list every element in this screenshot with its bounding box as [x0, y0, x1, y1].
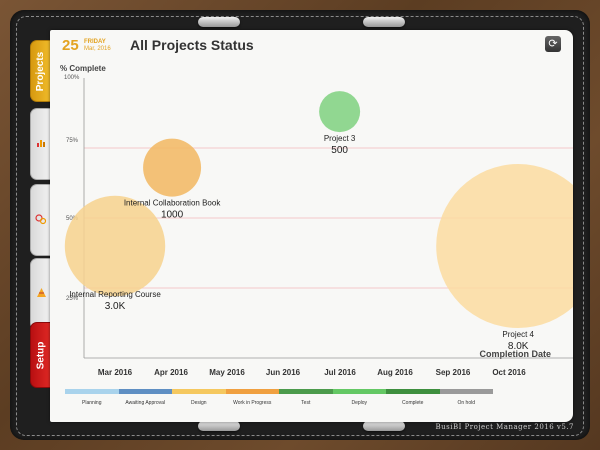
legend-label-3: Design — [190, 400, 207, 406]
bubble-label-1: Internal Reporting Course — [69, 290, 161, 299]
bubble-value-4: 8.0K — [508, 341, 529, 352]
y-tick-75: 75% — [66, 138, 79, 144]
y-axis-label: % Complete — [60, 64, 106, 73]
legend-label-4: Work in Progress — [233, 400, 272, 406]
legend-swatch-3 — [172, 389, 226, 394]
x-axis-label: Completion Date — [479, 349, 551, 359]
binder-ring-bottom-right — [363, 421, 405, 431]
bar-chart-icon — [36, 137, 47, 151]
date-month-year: Mar, 2016 — [84, 46, 111, 52]
legend-swatch-4 — [225, 389, 279, 394]
y-tick-100: 100% — [64, 75, 80, 81]
page-panel: 25 FRIDAY Mar, 2016 All Projects Status … — [50, 30, 573, 422]
page-title: All Projects Status — [130, 37, 254, 53]
bubble-3 — [319, 91, 361, 133]
pyramid-chart-icon — [36, 287, 47, 301]
x-tick-may: May 2016 — [209, 368, 245, 377]
legend-swatch-7 — [386, 389, 440, 394]
bubble-value-1: 3.0K — [105, 301, 126, 312]
y-tick-50: 50% — [66, 216, 79, 222]
bubble-value-3: 500 — [331, 145, 348, 156]
tab-bubble-chart[interactable] — [30, 184, 51, 256]
x-tick-jul: Jul 2016 — [324, 368, 356, 377]
tab-projects[interactable]: Projects — [30, 40, 51, 102]
x-tick-sep: Sep 2016 — [435, 368, 471, 377]
status-legend: Planning Awaiting Approval Design Work in P… — [65, 389, 493, 417]
sync-icon: ⟳ — [548, 38, 558, 50]
legend-swatch-8 — [439, 389, 493, 394]
bubble-2 — [143, 138, 202, 197]
bubble-chart: Internal Reporting Course 3.0K Internal Co… — [64, 78, 573, 359]
date-day-number: 25 — [62, 37, 79, 54]
legend-swatch-1 — [65, 389, 119, 394]
bubble-label-4: Project 4 — [502, 330, 534, 339]
binder-ring-top-right — [363, 17, 405, 27]
legend-label-5: Test — [301, 400, 311, 406]
x-tick-apr: Apr 2016 — [154, 368, 188, 377]
tab-pyramid-chart[interactable] — [30, 258, 51, 330]
tab-setup[interactable]: Setup — [30, 322, 51, 388]
tab-bar-chart[interactable] — [30, 108, 51, 180]
bubble-chart-icon — [35, 213, 47, 228]
tab-strip: Projects Setup — [30, 36, 52, 426]
y-tick-25: 25% — [66, 296, 79, 302]
bubble-label-2: Internal Collaboration Book — [124, 199, 222, 208]
x-tick-oct: Oct 2016 — [492, 368, 526, 377]
bubble-value-2: 1000 — [161, 210, 184, 221]
bubble-1 — [64, 195, 166, 297]
x-tick-mar: Mar 2016 — [97, 368, 133, 377]
legend-label-7: Complete — [402, 400, 424, 406]
legend-label-1: Planning — [82, 400, 102, 406]
date-weekday: FRIDAY — [84, 39, 106, 45]
x-tick-jun: Jun 2016 — [265, 368, 301, 377]
tab-projects-label: Projects — [35, 51, 47, 91]
legend-label-8: On hold — [457, 400, 476, 406]
bubble-4 — [436, 164, 573, 328]
bubble-label-3: Project 3 — [324, 134, 356, 143]
binder-stitching — [16, 16, 584, 436]
binder-ring-top-left — [198, 17, 240, 27]
legend-swatch-2 — [118, 389, 172, 394]
legend-swatch-5 — [279, 389, 333, 394]
app-footer: BusiBI Project Manager 2016 v5.7 — [435, 423, 574, 431]
legend-swatch-6 — [332, 389, 386, 394]
legend-label-6: Deploy — [351, 400, 368, 406]
x-tick-aug: Aug 2016 — [377, 368, 413, 377]
tab-setup-label: Setup — [35, 341, 47, 369]
sync-button[interactable]: ⟳ — [545, 36, 561, 52]
binder-ring-bottom-left — [198, 421, 240, 431]
legend-label-2: Awaiting Approval — [125, 400, 166, 406]
